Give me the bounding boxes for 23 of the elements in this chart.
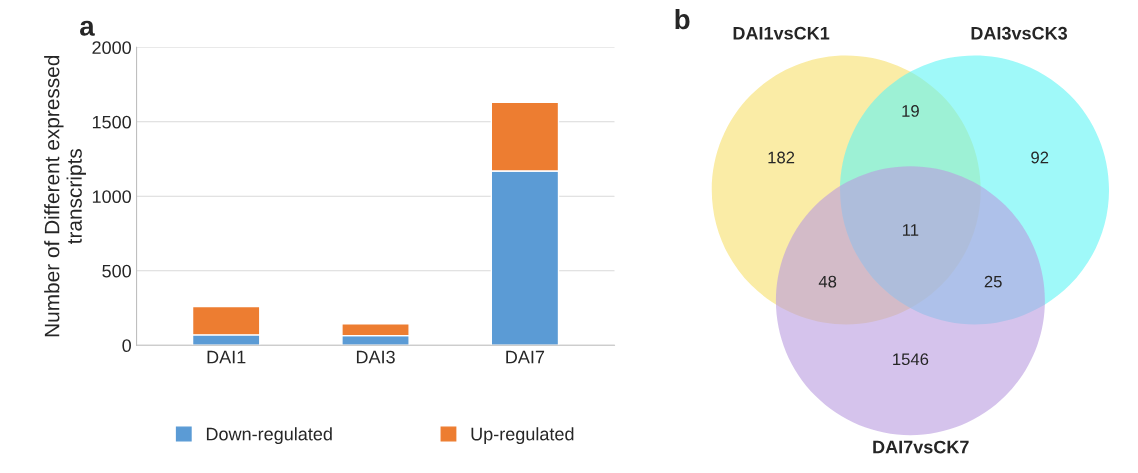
y-tick-label: 0: [122, 339, 131, 353]
text: 92: [1031, 151, 1049, 164]
x-tick-label: DAI1: [207, 350, 246, 364]
x-tick-label: DAI3: [356, 350, 395, 364]
text: 19: [902, 105, 919, 117]
y-tick-label: 500: [102, 264, 131, 278]
category-label: DAI1vsCK1: [733, 26, 830, 40]
text: b: [675, 8, 690, 30]
y-tick-label: 1500: [92, 115, 131, 129]
legend-label: Down-regulated: [206, 427, 332, 445]
y-tick-label: 1000: [92, 190, 131, 204]
x-tick-label: DAI7: [506, 350, 545, 364]
text: 11: [903, 224, 919, 236]
text: 1546: [893, 353, 929, 366]
text: a: [80, 20, 95, 36]
category-label: DAI3vsCK3: [971, 26, 1068, 40]
text: 25: [984, 275, 1002, 288]
text: 182: [768, 151, 795, 164]
text: 48: [818, 275, 837, 288]
legend-label: Up-regulated: [471, 427, 574, 445]
y-tick-label: 2000: [92, 41, 131, 55]
y-axis-title: Number of Different expressed transcripts: [44, 55, 86, 337]
category-label: DAI7vsCK7: [873, 440, 969, 454]
